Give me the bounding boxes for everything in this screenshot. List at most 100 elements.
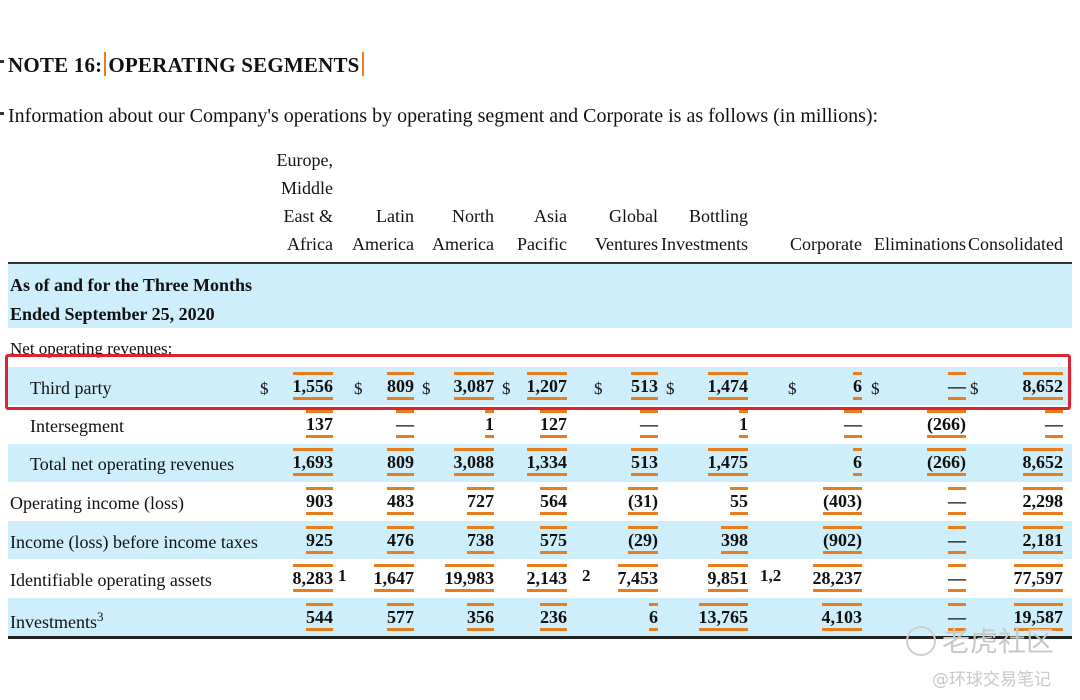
cell-invest-bottling: 13,765 <box>698 603 748 631</box>
cell-underline-top <box>1022 372 1063 375</box>
cell-value: 738 <box>467 530 494 550</box>
column-header-line: Global <box>609 206 658 226</box>
cell-invest-global: 6 <box>649 603 658 631</box>
row-label-ibt: Income (loss) before income taxes <box>10 532 258 552</box>
cell-underline-top <box>707 448 748 451</box>
cell-underline-bottom <box>821 628 862 631</box>
cell-underline-bottom <box>844 435 862 438</box>
dollar-sign: $ <box>871 379 880 398</box>
cell-underline-top <box>730 487 748 490</box>
cell-underline-bottom <box>444 589 494 592</box>
cell-underline-bottom <box>292 473 333 476</box>
cell-value: 127 <box>540 414 567 434</box>
cell-value: 236 <box>540 607 567 627</box>
cell-value: 1,207 <box>526 376 568 396</box>
cell-underline-bottom <box>812 589 862 592</box>
cell-underline-bottom <box>707 589 748 592</box>
cell-value: 1 <box>485 414 494 434</box>
cell-underline-bottom <box>649 628 658 631</box>
cell-underline-bottom <box>540 435 567 438</box>
column-header-line: Consolidated <box>968 234 1063 254</box>
cell-underline-bottom <box>707 397 748 400</box>
cell-underline-top <box>628 526 658 529</box>
cell-underline-top <box>467 526 494 529</box>
cell-opinc-bottling: 55 <box>730 487 748 515</box>
cell-value: — <box>948 530 966 550</box>
dollar-sign: $ <box>502 379 511 398</box>
cell-underline-top <box>387 487 414 490</box>
cell-value: — <box>948 568 966 588</box>
cell-value: (31) <box>628 491 658 511</box>
column-header-line: Bottling <box>688 206 748 226</box>
cell-underline-bottom <box>631 397 658 400</box>
cell-underline-top <box>306 487 333 490</box>
cell-value: 727 <box>467 491 494 511</box>
cell-underline-bottom <box>721 551 748 554</box>
cell-inter-north: 1 <box>485 410 494 438</box>
cell-assets-bottling: 9,851 <box>707 564 748 592</box>
column-header-line: Asia <box>534 206 567 226</box>
cell-underline-top <box>387 526 414 529</box>
cell-opinc-latin: 483 <box>387 487 414 515</box>
cell-value: 903 <box>306 491 333 511</box>
cell-third-latin: 809 <box>387 372 414 400</box>
highlight-box-third-party <box>5 354 1071 410</box>
cell-inter-corporate: — <box>844 410 862 438</box>
cell-underline-top <box>453 448 494 451</box>
dollar-sign: $ <box>422 379 431 398</box>
cell-underline-top <box>853 372 862 375</box>
cell-assets-asia: 2,143 <box>526 564 567 592</box>
cell-underline-top <box>306 410 333 413</box>
cell-underline-bottom <box>948 512 966 515</box>
cell-underline-top <box>1045 410 1063 413</box>
cell-ibt-bottling: 398 <box>721 526 748 554</box>
cell-total-consolidated: 8,652 <box>1022 448 1063 476</box>
cell-assets-emea: 8,283 <box>292 564 333 592</box>
column-header-emea: Europe, Middle East & Africa <box>277 146 333 258</box>
note-heading: OPERATING SEGMENTS <box>108 53 360 77</box>
row-label-invest: Investments3 <box>10 609 104 632</box>
cell-assets-elim: — <box>948 564 966 592</box>
cell-underline-top <box>292 564 333 567</box>
column-header-elim: Eliminations <box>874 230 966 258</box>
cell-third-bottling: 1,474 <box>707 372 748 400</box>
cell-opinc-emea: 903 <box>306 487 333 515</box>
cell-underline-top <box>526 564 567 567</box>
cell-underline-bottom <box>823 512 862 515</box>
cell-value: 3,088 <box>453 452 495 472</box>
cell-underline-top <box>373 564 414 567</box>
cell-underline-top <box>1013 564 1063 567</box>
cell-ibt-consolidated: 2,181 <box>1022 526 1063 554</box>
cell-underline-bottom <box>540 512 567 515</box>
cell-value: 575 <box>540 530 567 550</box>
cell-underline-top <box>707 564 748 567</box>
cell-value: 1 <box>739 414 748 434</box>
cell-value: 77,597 <box>1013 568 1064 588</box>
cell-underline-bottom <box>387 628 414 631</box>
row-label-third: Third party <box>30 378 112 398</box>
cell-opinc-asia: 564 <box>540 487 567 515</box>
cell-underline-top <box>853 448 862 451</box>
cell-underline-top <box>721 526 748 529</box>
column-header-latin: Latin America <box>352 202 414 258</box>
margin-marker <box>0 112 4 115</box>
cell-underline-top <box>526 372 567 375</box>
intro-text: Information about our Company's operatio… <box>8 105 879 127</box>
cell-underline-bottom <box>485 435 494 438</box>
cell-value: 513 <box>631 452 658 472</box>
cell-total-bottling: 1,475 <box>707 448 749 476</box>
cell-underline-top <box>1013 603 1063 606</box>
cell-value: 564 <box>540 491 567 511</box>
net-operating-revenues-label: Net operating revenues: <box>10 339 173 358</box>
cell-underline-top <box>526 448 567 451</box>
cell-value: 1,475 <box>707 452 749 472</box>
cell-ibt-latin: 476 <box>387 526 414 554</box>
text-cursor <box>104 52 107 76</box>
cell-value: 1,647 <box>373 568 415 588</box>
row-label-assets: Identifiable operating assets <box>10 570 212 590</box>
cell-underline-top <box>812 564 862 567</box>
dollar-sign: $ <box>260 379 269 398</box>
cell-value: 19,983 <box>444 568 495 588</box>
cell-assets-global: 7,453 <box>617 564 658 592</box>
cell-underline-bottom <box>540 551 567 554</box>
